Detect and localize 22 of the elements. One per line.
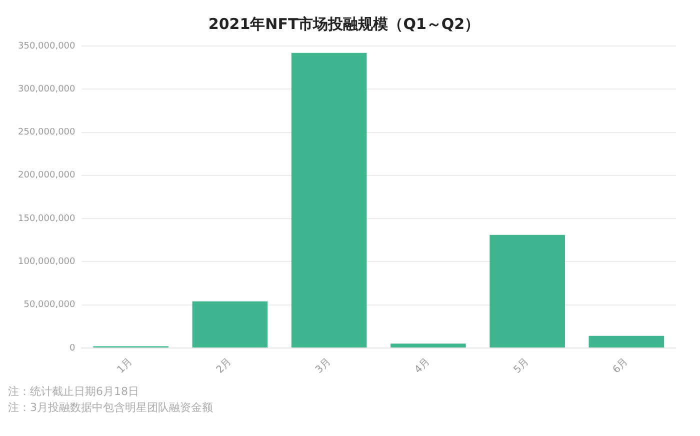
bar xyxy=(291,52,367,348)
x-tick-label: 1月 xyxy=(115,356,135,376)
bar xyxy=(192,301,268,348)
x-tick-label: 5月 xyxy=(512,356,532,376)
y-tick-label: 0 xyxy=(70,343,76,354)
chart-title: 2021年NFT市场投融规模（Q1～Q2） xyxy=(208,14,480,33)
y-tick-label: 150,000,000 xyxy=(18,214,76,224)
bar xyxy=(588,336,664,348)
y-tick-label: 200,000,000 xyxy=(18,170,76,181)
text: 注：统计截止日期6月18日 xyxy=(8,384,140,400)
x-tick-label: 4月 xyxy=(412,356,432,376)
x-tick-label: 2月 xyxy=(214,356,234,376)
y-tick-label: 100,000,000 xyxy=(18,257,76,268)
x-tick-label: 3月 xyxy=(314,356,334,376)
y-tick-label: 350,000,000 xyxy=(18,41,76,52)
x-tick-label: 6月 xyxy=(611,356,630,376)
bar xyxy=(390,344,466,348)
bar xyxy=(490,234,565,348)
y-tick-label: 250,000,000 xyxy=(18,128,76,138)
text: 注：3月投融数据中包含明星团队融资金额 xyxy=(8,400,214,416)
y-tick-label: 50,000,000 xyxy=(24,300,76,310)
y-tick-label: 300,000,000 xyxy=(18,84,76,94)
